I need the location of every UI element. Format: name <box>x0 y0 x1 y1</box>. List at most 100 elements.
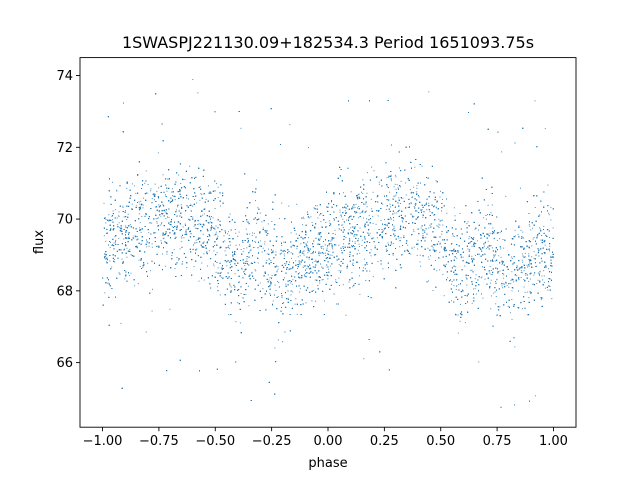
data-point <box>481 276 483 278</box>
data-point <box>350 191 352 193</box>
data-point <box>399 167 400 169</box>
data-point <box>275 265 277 267</box>
data-point <box>111 244 113 245</box>
data-point <box>530 293 532 295</box>
data-point <box>415 204 416 206</box>
data-point <box>328 268 329 270</box>
data-point <box>427 256 429 258</box>
data-point <box>185 229 187 231</box>
data-point <box>155 218 157 220</box>
data-point <box>207 265 208 267</box>
data-point <box>281 202 283 204</box>
data-point <box>438 223 440 225</box>
data-point <box>122 207 124 208</box>
data-point <box>511 257 513 259</box>
data-point <box>358 217 360 219</box>
data-point <box>528 224 530 226</box>
data-point <box>238 231 240 233</box>
data-point <box>353 207 355 209</box>
data-point <box>453 236 455 237</box>
data-point <box>422 230 424 232</box>
data-point <box>429 224 431 226</box>
data-point <box>267 223 269 225</box>
data-point <box>119 227 121 229</box>
data-point <box>421 165 423 167</box>
data-point <box>342 192 344 194</box>
data-point <box>359 275 360 277</box>
data-point <box>450 279 451 281</box>
data-point <box>386 248 388 250</box>
data-point <box>539 214 541 216</box>
data-point <box>215 225 217 227</box>
data-point <box>341 216 343 218</box>
data-point <box>271 221 273 222</box>
data-point <box>395 235 396 237</box>
data-point <box>214 208 216 209</box>
data-point <box>399 209 401 211</box>
data-point <box>108 214 110 216</box>
data-point <box>377 211 379 212</box>
data-point <box>299 288 301 290</box>
data-point <box>358 246 360 247</box>
data-point <box>321 248 323 249</box>
data-point <box>332 248 334 250</box>
data-point <box>128 236 130 238</box>
data-point <box>539 228 541 230</box>
data-point <box>541 275 543 277</box>
data-point <box>334 233 336 235</box>
data-point <box>420 265 422 267</box>
data-point <box>124 225 126 227</box>
data-point <box>371 166 373 168</box>
data-point <box>421 209 422 211</box>
data-point <box>461 311 463 313</box>
data-point <box>125 210 126 212</box>
data-point <box>303 265 305 267</box>
data-point <box>302 237 304 239</box>
data-point <box>196 202 198 204</box>
data-point <box>201 262 203 264</box>
data-point <box>441 233 443 235</box>
data-point <box>369 270 371 272</box>
data-point <box>354 206 356 208</box>
data-point <box>451 283 453 285</box>
data-point <box>229 244 231 246</box>
data-point <box>347 264 348 266</box>
data-point <box>489 232 491 234</box>
data-point <box>387 186 388 188</box>
data-point <box>171 226 173 228</box>
data-point <box>487 204 489 206</box>
data-point <box>528 314 530 316</box>
data-point <box>378 181 380 183</box>
data-point <box>249 243 251 245</box>
data-point <box>362 179 364 181</box>
data-point <box>285 264 286 266</box>
data-point <box>323 248 324 250</box>
data-point <box>366 264 368 265</box>
data-point <box>345 237 347 239</box>
data-point <box>547 249 549 251</box>
data-point <box>402 221 403 223</box>
data-point <box>196 242 198 243</box>
data-point <box>150 190 152 192</box>
data-point <box>178 221 180 223</box>
data-point <box>426 202 427 204</box>
data-point <box>421 209 423 211</box>
data-point <box>342 284 344 286</box>
data-point <box>348 243 350 245</box>
data-point <box>316 205 318 207</box>
data-point <box>438 227 440 229</box>
data-point <box>344 210 346 212</box>
data-point <box>303 237 305 239</box>
data-point <box>194 249 196 251</box>
data-point <box>541 257 542 259</box>
data-point <box>105 240 107 242</box>
data-point <box>164 211 166 213</box>
data-point <box>281 297 283 299</box>
data-point <box>531 227 533 229</box>
data-point <box>357 261 359 263</box>
data-point <box>178 259 180 261</box>
data-point <box>536 283 538 284</box>
data-point <box>417 239 419 241</box>
data-point <box>391 218 393 220</box>
data-point <box>390 243 392 245</box>
